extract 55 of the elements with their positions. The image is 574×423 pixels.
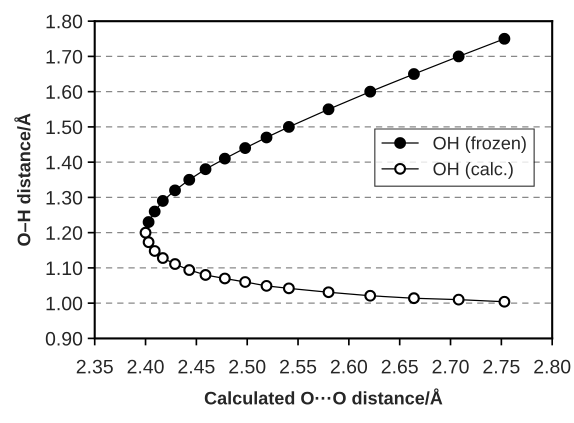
y-tick-label: 1.10	[46, 261, 82, 276]
x-tick-label: 2.45	[178, 360, 214, 374]
point	[142, 236, 154, 248]
point	[218, 272, 231, 284]
point	[169, 258, 181, 270]
point	[200, 269, 212, 281]
point	[322, 103, 334, 116]
x-tick-label: 2.80	[534, 360, 570, 374]
y-tick-label: 1.80	[46, 14, 82, 28]
x-tick-label: 2.65	[382, 360, 418, 374]
point	[183, 264, 196, 276]
y-tick-label: 1.20	[46, 226, 82, 240]
point	[140, 226, 152, 239]
y-axis-title: O–H distance/Å	[14, 114, 31, 246]
point	[364, 290, 376, 302]
x-tick-label: 2.55	[280, 360, 316, 374]
point	[218, 152, 231, 165]
point	[364, 86, 376, 98]
point	[200, 163, 212, 176]
point	[260, 280, 272, 292]
point	[156, 195, 169, 207]
point	[282, 282, 295, 294]
x-tick-label: 2.70	[432, 360, 469, 374]
point	[408, 292, 420, 304]
legend-label: OH (calc.)	[433, 162, 513, 179]
x-tick-label: 2.60	[330, 360, 368, 374]
point	[452, 294, 465, 306]
point	[408, 68, 420, 80]
y-tick-label: 1.50	[46, 120, 82, 134]
x-axis-title: Calculated O···O distance/Å	[204, 388, 442, 405]
point	[498, 296, 510, 308]
y-tick-label: 1.00	[46, 296, 82, 310]
point	[282, 120, 295, 133]
point	[239, 142, 252, 154]
x-tick-label: 2.35	[76, 360, 113, 374]
x-tick-label: 2.75	[483, 360, 520, 374]
point	[498, 32, 510, 45]
point	[156, 252, 169, 264]
point	[142, 216, 154, 228]
y-tick-label: 1.30	[46, 190, 82, 205]
point	[148, 206, 161, 218]
y-tick-label: 1.70	[46, 50, 82, 64]
point	[452, 50, 465, 62]
y-tick-label: 1.60	[46, 85, 82, 99]
x-tick-label: 2.50	[229, 360, 266, 374]
point	[322, 286, 334, 298]
y-tick-label: 1.40	[46, 156, 82, 170]
point	[148, 245, 161, 257]
y-tick-label: 0.90	[46, 332, 82, 346]
point	[183, 174, 196, 186]
point	[260, 132, 272, 144]
point	[239, 276, 252, 288]
legend-label: OH (frozen)	[433, 136, 526, 154]
x-tick-label: 2.40	[128, 360, 164, 374]
point	[169, 184, 181, 196]
